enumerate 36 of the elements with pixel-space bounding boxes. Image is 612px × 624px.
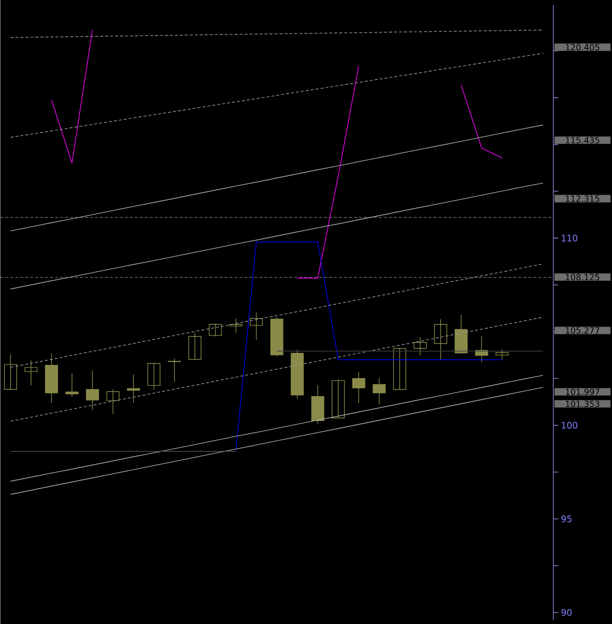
text: 101.997 (566, 388, 600, 396)
text: 108.125 (566, 274, 600, 280)
candlestick (147, 362, 160, 390)
candlestick (434, 318, 448, 360)
text: 115.435 (566, 137, 600, 144)
candlestick (250, 312, 263, 340)
candlestick (454, 314, 468, 354)
text: 120.405 (566, 44, 600, 50)
line-series (10, 316, 544, 422)
candlestick (168, 358, 181, 382)
candlestick (208, 323, 222, 337)
line-series (10, 124, 544, 232)
y-tick-label: 95 (561, 516, 572, 522)
candlestick (65, 372, 78, 398)
candlestick (393, 347, 406, 390)
candlestick (372, 378, 386, 405)
y-tick-label: 110 (562, 234, 578, 242)
candlestick (24, 360, 38, 386)
line-series (10, 264, 544, 368)
candlestick (414, 336, 427, 356)
text: 112.315 (566, 195, 600, 202)
candlestick (474, 336, 488, 363)
candlestick (352, 372, 366, 404)
text: 105.277 (566, 327, 600, 334)
candlestick (86, 370, 99, 410)
candlestick (126, 374, 140, 404)
line-series (10, 52, 544, 138)
candlestick (4, 354, 17, 390)
y-tick-label: 100 (562, 422, 578, 429)
candlestick (106, 389, 120, 414)
candlestick (332, 378, 345, 418)
candlestick (229, 318, 242, 334)
candlestick (188, 332, 202, 360)
y-tick-label: 90 (561, 609, 572, 616)
text: 101.353 (566, 400, 600, 408)
candlestick (495, 349, 508, 360)
